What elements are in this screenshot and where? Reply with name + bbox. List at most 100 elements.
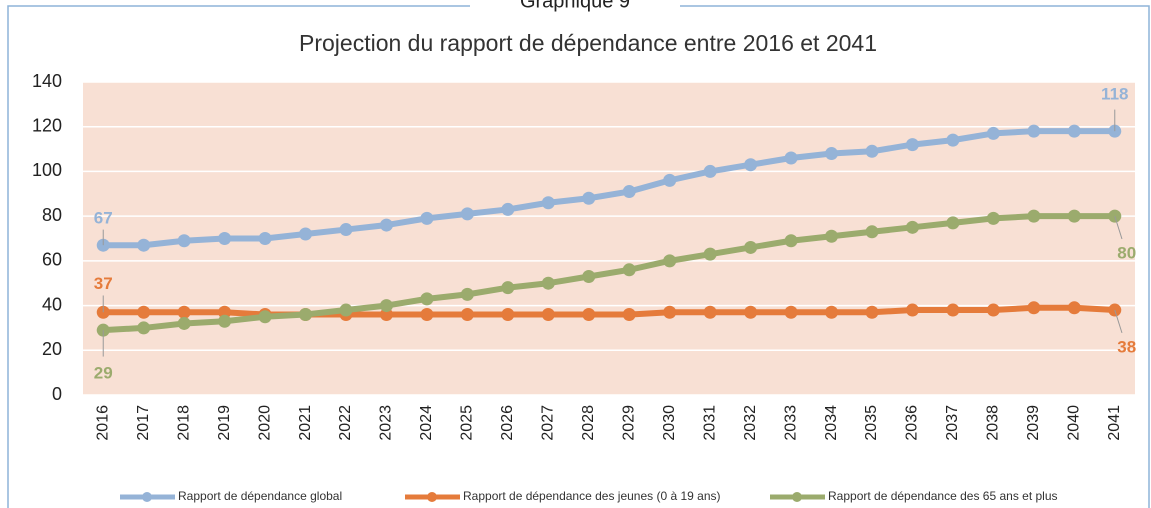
x-tick-label: 2029 bbox=[620, 405, 637, 441]
data-point bbox=[865, 225, 879, 239]
data-point bbox=[339, 223, 353, 237]
data-point bbox=[582, 308, 596, 322]
y-tick-label: 100 bbox=[32, 160, 62, 180]
data-point bbox=[946, 133, 960, 147]
data-point bbox=[946, 303, 960, 317]
data-point bbox=[1027, 209, 1041, 223]
data-point bbox=[582, 191, 596, 205]
x-tick-label: 2030 bbox=[661, 405, 678, 441]
data-point bbox=[218, 314, 232, 328]
data-point bbox=[582, 270, 596, 284]
data-label: 38 bbox=[1117, 338, 1136, 357]
data-point bbox=[420, 308, 434, 322]
x-tick-label: 2034 bbox=[823, 405, 840, 441]
data-point bbox=[137, 321, 151, 335]
data-point bbox=[784, 234, 798, 248]
x-tick-label: 2041 bbox=[1106, 405, 1123, 441]
x-tick-label: 2028 bbox=[580, 405, 597, 441]
x-tick-label: 2031 bbox=[701, 405, 718, 441]
leader-line bbox=[1114, 309, 1123, 333]
y-tick-label: 0 bbox=[52, 384, 62, 404]
x-tick-label: 2037 bbox=[944, 405, 961, 441]
x-tick-label: 2018 bbox=[175, 405, 192, 441]
x-tick-label: 2017 bbox=[135, 405, 152, 441]
data-label: 29 bbox=[94, 364, 113, 383]
x-tick-label: 2032 bbox=[742, 405, 759, 441]
x-tick-label: 2026 bbox=[499, 405, 516, 441]
data-point bbox=[177, 305, 191, 319]
data-label: 67 bbox=[94, 209, 113, 228]
data-point bbox=[420, 211, 434, 225]
data-point bbox=[460, 207, 474, 221]
series-line bbox=[103, 128, 1115, 249]
chart-title: Projection du rapport de dépendance entr… bbox=[299, 30, 877, 56]
y-tick-label: 20 bbox=[42, 339, 62, 359]
data-point bbox=[501, 202, 515, 216]
data-point bbox=[218, 232, 232, 245]
data-point bbox=[946, 216, 960, 230]
data-point bbox=[622, 308, 636, 322]
data-point bbox=[339, 303, 353, 317]
data-point bbox=[379, 218, 393, 232]
series-line bbox=[103, 213, 1115, 334]
x-tick-label: 2025 bbox=[459, 405, 476, 441]
legend-marker bbox=[792, 492, 802, 502]
data-point bbox=[541, 276, 555, 290]
x-tick-label: 2016 bbox=[94, 405, 111, 441]
data-point bbox=[622, 263, 636, 277]
data-label: 37 bbox=[94, 274, 113, 293]
data-label: 118 bbox=[1101, 85, 1128, 104]
x-tick-label: 2024 bbox=[418, 405, 435, 441]
data-point bbox=[1067, 124, 1081, 138]
legend-label: Rapport de dépendance des jeunes (0 à 19… bbox=[463, 489, 721, 503]
data-point bbox=[905, 303, 919, 317]
x-tick-label: 2040 bbox=[1066, 405, 1083, 441]
data-point bbox=[744, 240, 758, 254]
data-point bbox=[784, 305, 798, 319]
data-point bbox=[299, 308, 313, 322]
data-point bbox=[177, 316, 191, 330]
x-tick-label: 2023 bbox=[378, 405, 395, 441]
data-point bbox=[905, 220, 919, 234]
data-label: 80 bbox=[1117, 244, 1136, 263]
data-point bbox=[460, 308, 474, 322]
data-point bbox=[825, 305, 839, 319]
data-point bbox=[986, 211, 1000, 225]
data-point bbox=[1027, 301, 1041, 315]
x-tick-label: 2035 bbox=[863, 405, 880, 441]
data-point bbox=[703, 305, 717, 319]
x-tick-label: 2027 bbox=[540, 405, 557, 441]
data-point bbox=[825, 229, 839, 243]
data-point bbox=[986, 303, 1000, 317]
leader-line bbox=[1114, 215, 1123, 240]
data-point bbox=[541, 196, 555, 210]
x-tick-label: 2033 bbox=[782, 405, 799, 441]
x-tick-label: 2020 bbox=[256, 405, 273, 441]
x-tick-label: 2039 bbox=[1025, 405, 1042, 441]
data-point bbox=[1067, 209, 1081, 223]
x-tick-label: 2021 bbox=[297, 405, 314, 441]
data-point bbox=[299, 227, 313, 241]
data-point bbox=[420, 292, 434, 306]
y-tick-label: 40 bbox=[42, 294, 62, 314]
data-point bbox=[218, 305, 232, 319]
data-point bbox=[784, 151, 798, 165]
y-tick-label: 80 bbox=[42, 205, 62, 225]
data-point bbox=[177, 234, 191, 248]
data-point bbox=[1027, 124, 1041, 138]
data-point bbox=[825, 147, 839, 161]
data-point bbox=[865, 144, 879, 158]
data-point bbox=[501, 281, 515, 295]
y-tick-label: 120 bbox=[32, 115, 62, 135]
data-point bbox=[986, 126, 1000, 140]
data-point bbox=[501, 308, 515, 322]
x-tick-label: 2036 bbox=[904, 405, 921, 441]
data-point bbox=[744, 305, 758, 319]
data-point bbox=[460, 287, 474, 301]
heading-mask bbox=[470, 0, 680, 12]
x-tick-label: 2038 bbox=[985, 405, 1002, 441]
data-point bbox=[258, 310, 272, 324]
y-tick-label: 60 bbox=[42, 250, 62, 270]
data-point bbox=[703, 247, 717, 261]
